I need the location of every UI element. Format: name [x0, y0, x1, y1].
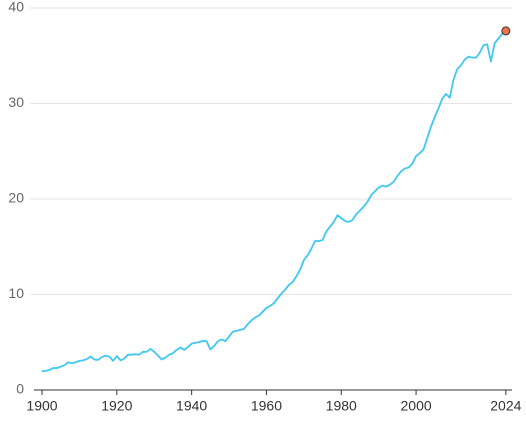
x-tick-label: 1940: [176, 398, 207, 414]
y-tick-label: 0: [16, 381, 24, 397]
y-tick-label: 20: [8, 190, 24, 206]
x-tick-label: 2024: [490, 398, 521, 414]
x-tick-label: 2000: [401, 398, 432, 414]
end-marker: [501, 26, 511, 36]
line: [41, 30, 507, 373]
y-tick-label: 10: [8, 285, 24, 301]
x-tick-label: 1980: [326, 398, 357, 414]
y-tick-label: 30: [8, 94, 24, 110]
x-tick-label: 1900: [26, 398, 57, 414]
y-tick-label: 40: [8, 0, 24, 15]
x-tick-label: 1920: [101, 398, 132, 414]
x-tick-label: 1960: [251, 398, 282, 414]
